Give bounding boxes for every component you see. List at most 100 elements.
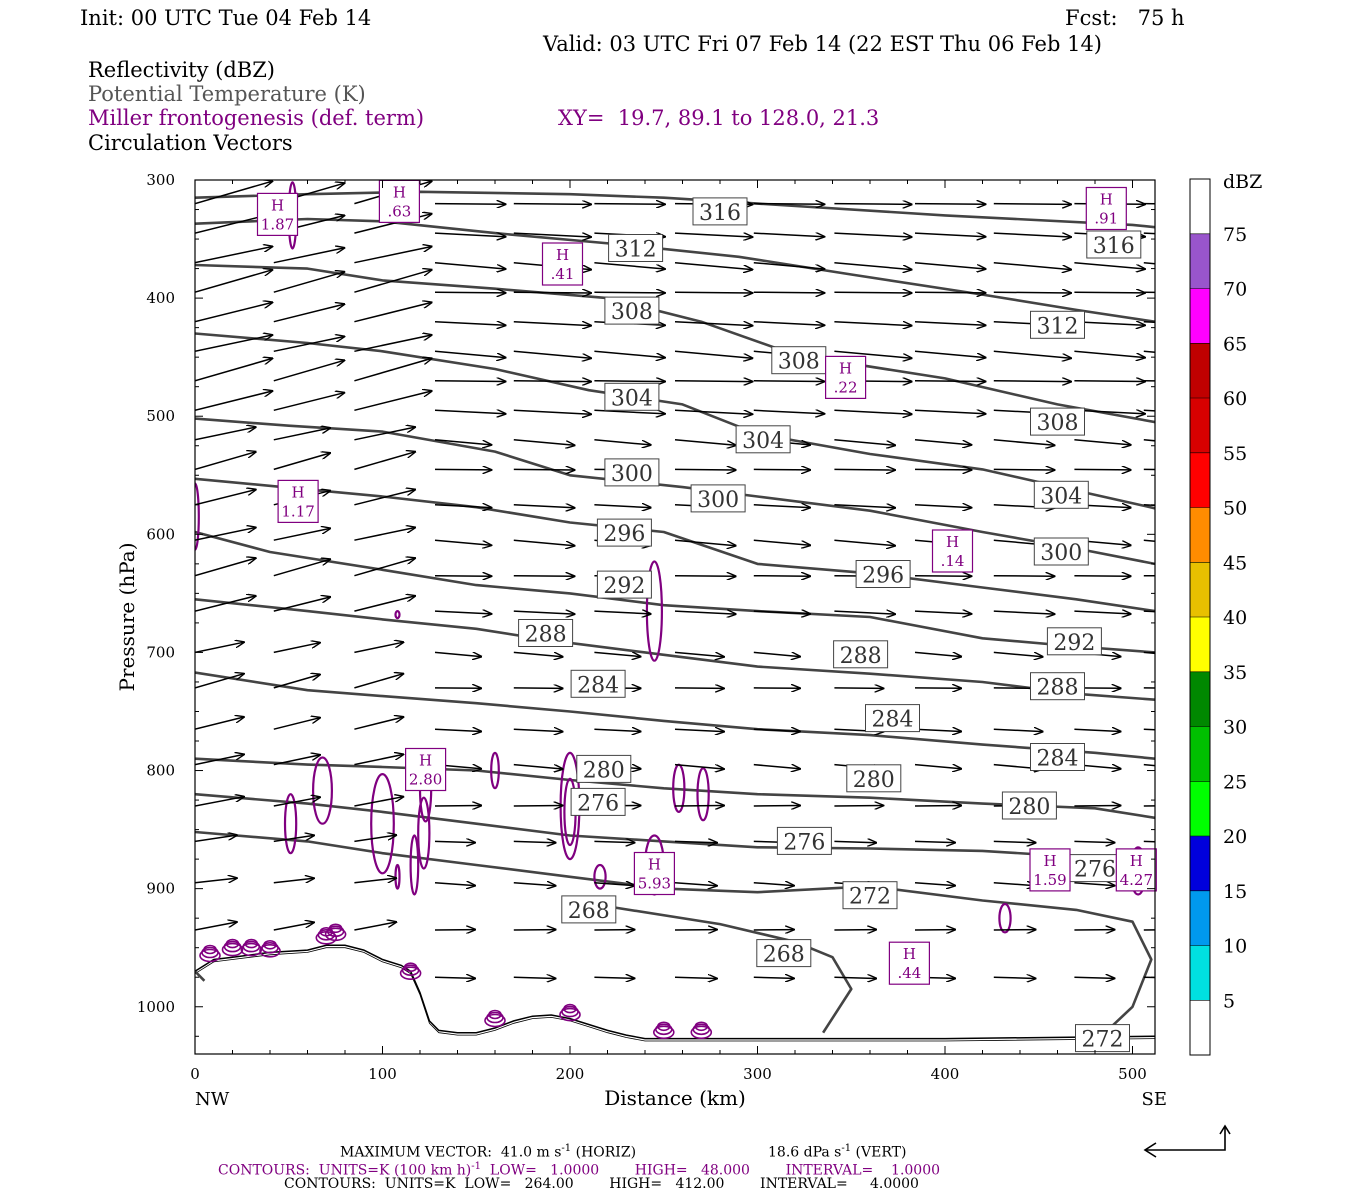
valid-time: Valid: 03 UTC Fri 07 Feb 14 (22 EST Thu … bbox=[543, 32, 1102, 56]
frontogenesis-contour-surface bbox=[690, 1025, 713, 1040]
theta-label: 288 bbox=[1037, 676, 1079, 701]
circulation-vector bbox=[195, 528, 256, 541]
circulation-vector bbox=[834, 539, 895, 546]
circulation-vector bbox=[513, 350, 591, 358]
circulation-vector bbox=[753, 233, 825, 237]
circulation-vector bbox=[434, 651, 481, 656]
colorbar-label: 10 bbox=[1223, 936, 1247, 958]
frontogenesis-contour-surface bbox=[652, 1025, 675, 1040]
theta-label: 304 bbox=[742, 429, 784, 454]
theta-label-box bbox=[1001, 791, 1057, 820]
theta-label: 276 bbox=[783, 830, 825, 855]
circulation-vector bbox=[513, 469, 575, 470]
circulation-vector bbox=[834, 841, 876, 842]
circulation-vector bbox=[1143, 763, 1155, 767]
circulation-vector bbox=[1074, 611, 1130, 614]
frontogenesis-high-box bbox=[405, 747, 447, 792]
frontogenesis-high-value: .41 bbox=[551, 265, 575, 283]
frontogenesis-contour-surface bbox=[201, 946, 219, 959]
frontogenesis-high-value: .22 bbox=[834, 378, 858, 396]
circulation-vector bbox=[195, 335, 272, 353]
circulation-vector bbox=[674, 977, 717, 978]
circulation-vector bbox=[674, 763, 724, 769]
theta-label: 316 bbox=[699, 201, 741, 226]
circulation-vector bbox=[914, 410, 986, 414]
circulation-vector bbox=[1074, 806, 1120, 807]
circulation-vector bbox=[993, 611, 1055, 614]
frontogenesis-high-marker: H bbox=[946, 533, 959, 551]
circulation-vector bbox=[273, 922, 314, 931]
circulation-vector bbox=[753, 292, 825, 293]
circulation-vector bbox=[434, 350, 506, 357]
frontogenesis-contour-surface bbox=[263, 939, 277, 950]
theta-label: 300 bbox=[611, 462, 653, 487]
circulation-vector bbox=[195, 358, 272, 382]
x-axis-label: Distance (km) bbox=[604, 1086, 746, 1110]
circulation-vector bbox=[753, 763, 800, 769]
terrain-surface-line bbox=[195, 944, 1155, 1040]
circulation-vector bbox=[993, 977, 1036, 978]
circulation-vector bbox=[513, 611, 575, 614]
circulation-vector bbox=[674, 292, 752, 293]
colorbar-swatch bbox=[1190, 398, 1210, 453]
circulation-vector bbox=[674, 381, 752, 382]
circulation-vector bbox=[354, 797, 403, 807]
circulation-vector bbox=[354, 674, 403, 689]
circulation-vector bbox=[594, 204, 665, 205]
circulation-vector bbox=[434, 439, 491, 445]
circulation-vector bbox=[513, 806, 563, 807]
frontogenesis-contour-surface bbox=[486, 1011, 504, 1024]
circulation-vector bbox=[513, 320, 591, 326]
theta-label-box bbox=[1030, 310, 1085, 339]
circulation-vector bbox=[354, 596, 415, 612]
frontogenesis-contour-surface bbox=[244, 938, 259, 949]
theta-label: 300 bbox=[697, 488, 739, 513]
theta-label-box bbox=[865, 704, 920, 733]
theta-label-box bbox=[1033, 480, 1089, 509]
circulation-vector bbox=[513, 651, 563, 656]
theta-label: 288 bbox=[840, 644, 882, 669]
circulation-vector bbox=[674, 261, 752, 270]
circulation-vector bbox=[354, 247, 431, 264]
circulation-vector bbox=[914, 729, 961, 731]
circulation-vector bbox=[354, 452, 415, 471]
frontogenesis-contour bbox=[312, 756, 334, 825]
theta-label-box bbox=[604, 296, 660, 325]
circulation-vector bbox=[513, 883, 556, 886]
circulation-vector bbox=[1143, 651, 1155, 655]
frontogenesis-high-value: 2.80 bbox=[409, 771, 442, 789]
x-end-label-se: SE bbox=[1142, 1089, 1167, 1110]
theta-label: 288 bbox=[525, 623, 567, 648]
circulation-vector bbox=[834, 320, 911, 326]
circulation-vector bbox=[434, 261, 506, 269]
theta-label: 268 bbox=[763, 943, 805, 968]
circulation-vector bbox=[513, 763, 563, 769]
circulation-vector bbox=[273, 597, 330, 612]
circulation-vector bbox=[195, 427, 256, 441]
frontogenesis-high-box bbox=[633, 851, 676, 896]
x-tick-label: 300 bbox=[743, 1065, 772, 1083]
frontogenesis-high-value: 1.87 bbox=[261, 215, 294, 233]
colorbar-label: 70 bbox=[1223, 279, 1247, 301]
x-end-label-nw: NW bbox=[195, 1089, 230, 1110]
circulation-vector bbox=[513, 232, 591, 237]
circulation-vector bbox=[674, 539, 736, 546]
frontogenesis-high-box bbox=[256, 192, 299, 236]
circulation-vector bbox=[513, 381, 591, 382]
frontogenesis-contour bbox=[195, 482, 200, 551]
cross-section-endpoints: XY= 19.7, 89.1 to 128.0, 21.3 bbox=[558, 106, 880, 130]
circulation-vector bbox=[434, 381, 506, 382]
circulation-vector bbox=[195, 797, 244, 807]
circulation-vector bbox=[914, 806, 961, 807]
circulation-vector bbox=[1143, 468, 1155, 471]
y-tick-label: 900 bbox=[146, 880, 175, 898]
circulation-vector bbox=[354, 754, 403, 766]
circulation-vector bbox=[594, 729, 640, 731]
y-tick-label: 300 bbox=[146, 171, 175, 189]
theta-label: 316 bbox=[1093, 234, 1135, 259]
circulation-vector bbox=[273, 559, 330, 577]
circulation-vector bbox=[834, 204, 911, 205]
frontogenesis-high-value: .14 bbox=[941, 552, 965, 570]
colorbar-swatch bbox=[1190, 288, 1210, 344]
circulation-vector bbox=[674, 611, 736, 614]
